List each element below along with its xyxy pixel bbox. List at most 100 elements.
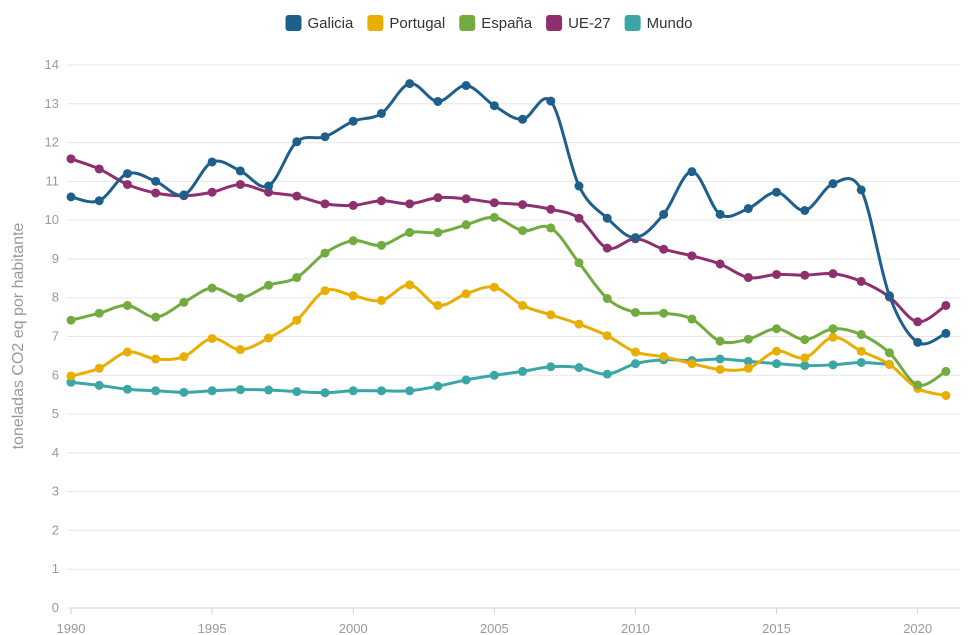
data-point-espa-a[interactable] bbox=[235, 293, 245, 303]
data-point-espa-a[interactable] bbox=[264, 280, 274, 290]
data-point-mundo[interactable] bbox=[828, 360, 838, 370]
data-point-espa-a[interactable] bbox=[292, 273, 302, 283]
data-point-espa-a[interactable] bbox=[433, 228, 443, 238]
data-point-mundo[interactable] bbox=[66, 377, 76, 387]
data-point-galicia[interactable] bbox=[376, 108, 386, 118]
data-point-galicia[interactable] bbox=[856, 185, 866, 195]
data-point-ue-27[interactable] bbox=[743, 273, 753, 283]
data-point-ue-27[interactable] bbox=[461, 194, 471, 204]
data-point-ue-27[interactable] bbox=[659, 244, 669, 254]
legend-item-portugal[interactable]: Portugal bbox=[367, 15, 445, 32]
data-point-galicia[interactable] bbox=[122, 169, 132, 179]
data-point-ue-27[interactable] bbox=[235, 179, 245, 189]
data-point-portugal[interactable] bbox=[828, 332, 838, 342]
data-point-mundo[interactable] bbox=[772, 359, 782, 369]
data-point-ue-27[interactable] bbox=[405, 199, 415, 209]
data-point-ue-27[interactable] bbox=[264, 187, 274, 197]
data-point-espa-a[interactable] bbox=[489, 212, 499, 222]
data-point-portugal[interactable] bbox=[941, 390, 951, 400]
data-point-mundo[interactable] bbox=[461, 375, 471, 385]
data-point-portugal[interactable] bbox=[292, 315, 302, 325]
data-point-ue-27[interactable] bbox=[376, 196, 386, 206]
data-point-espa-a[interactable] bbox=[772, 324, 782, 334]
data-point-mundo[interactable] bbox=[94, 380, 104, 390]
data-point-portugal[interactable] bbox=[122, 347, 132, 357]
legend-item-galicia[interactable]: Galicia bbox=[285, 15, 354, 32]
data-point-ue-27[interactable] bbox=[320, 199, 330, 209]
data-point-portugal[interactable] bbox=[715, 364, 725, 374]
data-point-mundo[interactable] bbox=[630, 359, 640, 369]
data-point-galicia[interactable] bbox=[433, 96, 443, 106]
data-point-portugal[interactable] bbox=[546, 310, 556, 320]
data-point-galicia[interactable] bbox=[66, 192, 76, 202]
data-point-portugal[interactable] bbox=[235, 345, 245, 355]
data-point-espa-a[interactable] bbox=[94, 308, 104, 318]
data-point-portugal[interactable] bbox=[405, 280, 415, 290]
data-point-galicia[interactable] bbox=[743, 204, 753, 214]
data-point-espa-a[interactable] bbox=[66, 315, 76, 325]
legend-item-ue-27[interactable]: UE-27 bbox=[546, 15, 611, 32]
data-point-espa-a[interactable] bbox=[856, 330, 866, 340]
data-point-mundo[interactable] bbox=[489, 370, 499, 380]
data-point-mundo[interactable] bbox=[235, 385, 245, 395]
data-point-ue-27[interactable] bbox=[66, 154, 76, 164]
data-point-portugal[interactable] bbox=[264, 333, 274, 343]
data-point-espa-a[interactable] bbox=[320, 248, 330, 258]
data-point-galicia[interactable] bbox=[292, 137, 302, 147]
data-point-galicia[interactable] bbox=[546, 96, 556, 106]
data-point-ue-27[interactable] bbox=[546, 204, 556, 214]
data-point-ue-27[interactable] bbox=[151, 188, 161, 198]
data-point-portugal[interactable] bbox=[772, 346, 782, 356]
data-point-galicia[interactable] bbox=[602, 213, 612, 223]
data-point-galicia[interactable] bbox=[687, 167, 697, 177]
data-point-espa-a[interactable] bbox=[602, 293, 612, 303]
data-point-galicia[interactable] bbox=[405, 79, 415, 89]
data-point-portugal[interactable] bbox=[489, 282, 499, 292]
data-point-espa-a[interactable] bbox=[743, 334, 753, 344]
data-point-mundo[interactable] bbox=[320, 388, 330, 398]
data-point-mundo[interactable] bbox=[433, 381, 443, 391]
data-point-portugal[interactable] bbox=[743, 363, 753, 373]
data-point-espa-a[interactable] bbox=[122, 300, 132, 310]
data-point-mundo[interactable] bbox=[151, 386, 161, 396]
data-point-ue-27[interactable] bbox=[574, 213, 584, 223]
data-point-portugal[interactable] bbox=[659, 352, 669, 362]
data-point-ue-27[interactable] bbox=[292, 191, 302, 201]
data-point-mundo[interactable] bbox=[122, 384, 132, 394]
data-point-galicia[interactable] bbox=[913, 337, 923, 347]
data-point-ue-27[interactable] bbox=[433, 193, 443, 203]
data-point-galicia[interactable] bbox=[574, 181, 584, 191]
data-point-espa-a[interactable] bbox=[828, 324, 838, 334]
data-point-galicia[interactable] bbox=[264, 181, 274, 191]
data-point-portugal[interactable] bbox=[574, 319, 584, 329]
data-point-galicia[interactable] bbox=[800, 205, 810, 215]
data-point-portugal[interactable] bbox=[66, 371, 76, 381]
data-point-espa-a[interactable] bbox=[913, 380, 923, 390]
data-point-mundo[interactable] bbox=[602, 369, 612, 379]
data-point-galicia[interactable] bbox=[179, 190, 189, 200]
data-point-ue-27[interactable] bbox=[715, 259, 725, 269]
data-point-espa-a[interactable] bbox=[151, 312, 161, 322]
data-point-espa-a[interactable] bbox=[376, 240, 386, 250]
data-point-mundo[interactable] bbox=[800, 361, 810, 371]
data-point-galicia[interactable] bbox=[235, 166, 245, 176]
data-point-galicia[interactable] bbox=[94, 196, 104, 206]
data-point-portugal[interactable] bbox=[376, 295, 386, 305]
data-point-espa-a[interactable] bbox=[546, 223, 556, 233]
data-point-espa-a[interactable] bbox=[518, 226, 528, 236]
data-point-galicia[interactable] bbox=[630, 233, 640, 243]
data-point-mundo[interactable] bbox=[348, 386, 358, 396]
data-point-portugal[interactable] bbox=[884, 359, 894, 369]
data-point-espa-a[interactable] bbox=[207, 283, 217, 293]
data-point-espa-a[interactable] bbox=[405, 228, 415, 238]
data-point-galicia[interactable] bbox=[715, 209, 725, 219]
data-point-mundo[interactable] bbox=[856, 357, 866, 367]
data-point-mundo[interactable] bbox=[546, 362, 556, 372]
data-point-ue-27[interactable] bbox=[94, 164, 104, 174]
data-point-ue-27[interactable] bbox=[828, 269, 838, 279]
data-point-ue-27[interactable] bbox=[489, 198, 499, 208]
data-point-mundo[interactable] bbox=[264, 385, 274, 395]
data-point-galicia[interactable] bbox=[348, 116, 358, 126]
data-point-portugal[interactable] bbox=[630, 347, 640, 357]
data-point-ue-27[interactable] bbox=[687, 251, 697, 261]
